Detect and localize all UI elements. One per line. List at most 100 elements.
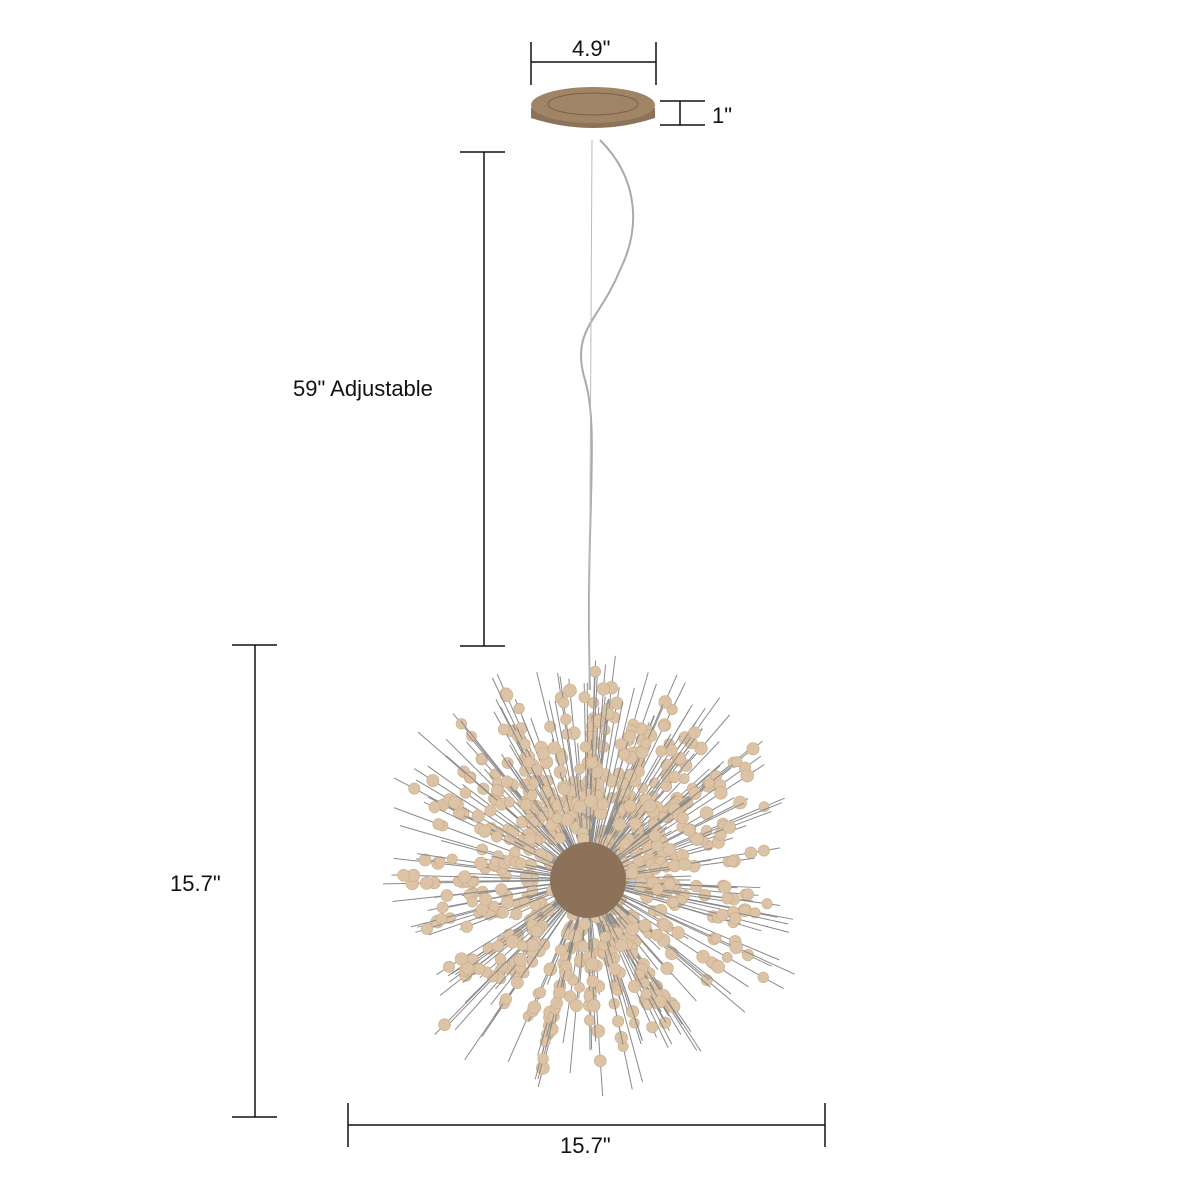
bead [733, 795, 747, 810]
bead [461, 962, 474, 976]
bead [758, 801, 770, 813]
bead [443, 960, 455, 973]
bead [643, 799, 657, 813]
bead [690, 832, 704, 846]
bead [428, 801, 441, 814]
bead [513, 952, 528, 967]
bead [574, 982, 585, 993]
bead [560, 728, 573, 740]
bead [494, 953, 507, 965]
bead [668, 896, 680, 908]
bead [488, 900, 500, 912]
bead [500, 993, 512, 1006]
bead [478, 824, 492, 838]
bead [544, 720, 557, 733]
bead [558, 697, 570, 709]
bead [668, 770, 681, 784]
bead [596, 797, 609, 811]
bead [612, 1015, 625, 1028]
bead [640, 988, 652, 1000]
suspension-cable [588, 139, 593, 691]
bead [591, 1024, 605, 1038]
bead [729, 912, 742, 925]
bead [596, 682, 611, 696]
bead [682, 823, 696, 837]
bead [569, 998, 583, 1012]
bead [560, 960, 572, 972]
bead [579, 741, 592, 753]
bead [498, 723, 510, 736]
canopy [531, 87, 655, 128]
bead [721, 892, 734, 905]
bead [514, 857, 527, 870]
bead [608, 962, 622, 976]
bead [653, 995, 667, 1009]
bead [658, 720, 670, 732]
bead [471, 809, 485, 823]
bead [584, 794, 598, 808]
bead [678, 857, 692, 871]
bead [587, 998, 601, 1012]
bead [479, 892, 493, 906]
bead [749, 907, 761, 919]
bead [435, 913, 448, 925]
bead [676, 811, 689, 824]
bead [497, 907, 509, 919]
bead [513, 702, 525, 715]
bead [491, 783, 503, 796]
bead [651, 883, 664, 896]
bead [721, 951, 733, 963]
bead [618, 837, 631, 850]
bead [678, 773, 690, 784]
bead [501, 895, 514, 909]
bead [623, 729, 637, 743]
bead [599, 931, 611, 943]
bead [610, 696, 624, 710]
bead [758, 844, 770, 857]
fixture-width-label: 15.7" [560, 1133, 611, 1158]
bead [746, 742, 760, 756]
bead [438, 1018, 451, 1031]
bead [522, 756, 535, 769]
starburst-fixture [382, 655, 795, 1097]
bead [578, 691, 591, 704]
bead [550, 996, 563, 1010]
bead [408, 782, 421, 795]
bead [726, 855, 738, 868]
bead [518, 896, 531, 908]
bead [474, 856, 488, 871]
bead [667, 999, 681, 1014]
cord-length-label: 59" Adjustable [293, 376, 433, 401]
bead [518, 738, 531, 751]
bead [612, 818, 627, 832]
bead [418, 853, 432, 867]
bead [527, 816, 540, 828]
bead [688, 726, 701, 739]
bead [510, 976, 524, 990]
bead [761, 898, 773, 910]
bead [629, 817, 642, 830]
bead [519, 798, 533, 812]
bead [586, 756, 598, 769]
bead [640, 738, 652, 749]
bead [552, 986, 566, 1000]
bead [688, 786, 702, 800]
bead [537, 1053, 549, 1065]
bead [434, 856, 446, 868]
bead [538, 810, 550, 822]
bead [523, 832, 537, 845]
bead [618, 748, 631, 761]
bead [475, 753, 488, 765]
bead [592, 777, 605, 790]
bead [578, 917, 591, 931]
dimension-lines [232, 42, 826, 1147]
bead [527, 1000, 542, 1015]
bead [655, 745, 667, 757]
power-cord [579, 139, 635, 691]
bead [663, 843, 676, 856]
bead [495, 883, 508, 896]
bead [584, 1014, 596, 1026]
bead [460, 920, 473, 933]
bead [602, 707, 615, 721]
